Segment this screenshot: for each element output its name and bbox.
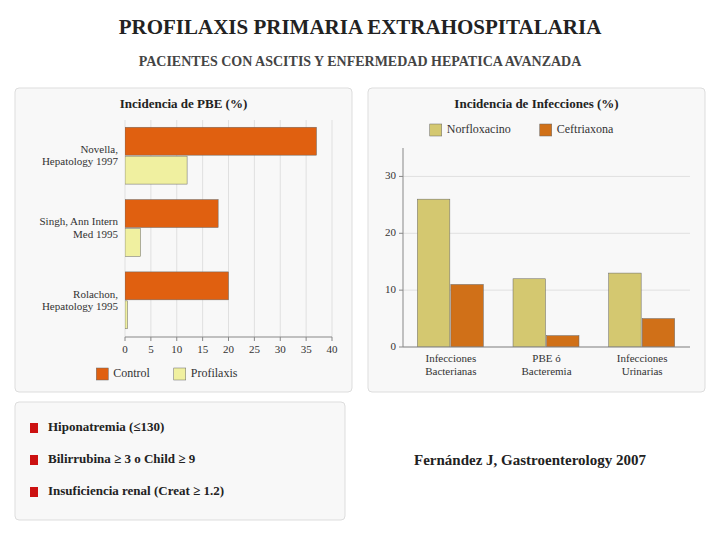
chart-title: Incidencia de Infecciones (%) [454,96,618,111]
tick-mark [399,176,403,177]
bar [125,301,128,329]
page-title: PROFILAXIS PRIMARIA EXTRAHOSPITALARIA [119,15,602,39]
chart-panel: Incidencia de Infecciones (%) 0 10 20 30 Infe… [368,88,705,392]
bar [417,199,449,347]
bullet-marker [30,455,38,465]
tick-label: 30 [385,169,397,181]
page-subtitle: PACIENTES CON ASCITIS Y ENFERMEDAD HEPAT… [139,54,583,69]
tick-mark [125,337,126,341]
legend: Control Profilaxis [96,366,237,380]
bar [547,336,579,347]
tick-label: 20 [385,226,397,238]
bar [609,273,641,347]
bar [125,200,218,228]
x-axis-line [403,347,690,348]
tick-label: 10 [171,343,183,355]
legend-label: Norfloxacino [447,122,511,136]
chart-title: Incidencia de PBE (%) [120,96,247,111]
legend: Norfloxacino Ceftriaxona [430,122,614,136]
bar [125,229,141,257]
tick-label: 35 [301,343,313,355]
grid-line [403,176,690,177]
legend-swatch [540,124,552,136]
tick-mark [228,337,229,341]
bullet-marker [30,487,38,497]
bar [642,319,674,347]
tick-mark [280,337,281,341]
legend-label: Control [113,366,150,380]
tick-mark [150,337,151,341]
tick-label: 0 [391,340,397,352]
category-label: Singh, Ann InternMed 1995 [39,215,118,240]
legend-label: Profilaxis [191,366,238,380]
legend-swatch [430,124,442,136]
tick-label: 5 [148,343,154,355]
category-label: InfeccionesBacterianas [425,352,476,377]
bar [125,127,316,155]
tick-label: 30 [275,343,287,355]
x-axis-line [125,337,332,338]
bars [417,199,674,347]
grid-line [403,347,690,348]
tick-mark [254,337,255,341]
bar [125,156,187,184]
bars [125,127,316,329]
bullet-text: Hiponatremia (≤130) [48,419,164,434]
legend-label: Ceftriaxona [557,122,614,136]
tick-mark [399,347,403,348]
panel-background [368,88,705,392]
legend-swatch [174,368,186,380]
category-label: Novella,Hepatology 1997 [42,142,119,167]
bar [451,284,483,347]
bullet-box [15,402,345,520]
tick-mark [332,337,333,341]
tick-label: 15 [197,343,209,355]
tick-label: 20 [223,343,235,355]
tick-label: 25 [249,343,261,355]
tick-mark [202,337,203,341]
chart-panel: Incidencia de PBE (%) 0 5 10 15 20 25 30 35 40 Rol… [15,88,352,392]
panel-background [15,88,352,392]
y-axis-line [403,148,404,347]
grid-line [332,120,333,337]
tick-mark [399,233,403,234]
bar [125,272,229,300]
tick-label: 10 [385,283,397,295]
tick-label: 40 [327,343,339,355]
reference: Fernández J, Gastroenterology 2007 [414,452,646,468]
tick-mark [176,337,177,341]
category-label: PBE óBacteremia [521,352,571,377]
annotations: Hiponatremia (≤130) Bilirrubina ≥ 3 o Chi… [15,402,646,520]
page: PROFILAXIS PRIMARIA EXTRAHOSPITALARIA PAC… [0,0,720,540]
bullet-text: Bilirrubina ≥ 3 o Child ≥ 9 [48,451,196,466]
tick-mark [306,337,307,341]
category-label: Rolachon,Hepatology 1995 [42,287,119,312]
tick-label: 0 [122,343,128,355]
bar [513,279,545,347]
bullet-text: Insuficiencia renal (Creat ≥ 1.2) [48,483,224,498]
bullet-marker [30,423,38,433]
category-label: InfeccionesUrinarias [617,352,668,377]
tick-mark [399,290,403,291]
legend-swatch [96,368,108,380]
